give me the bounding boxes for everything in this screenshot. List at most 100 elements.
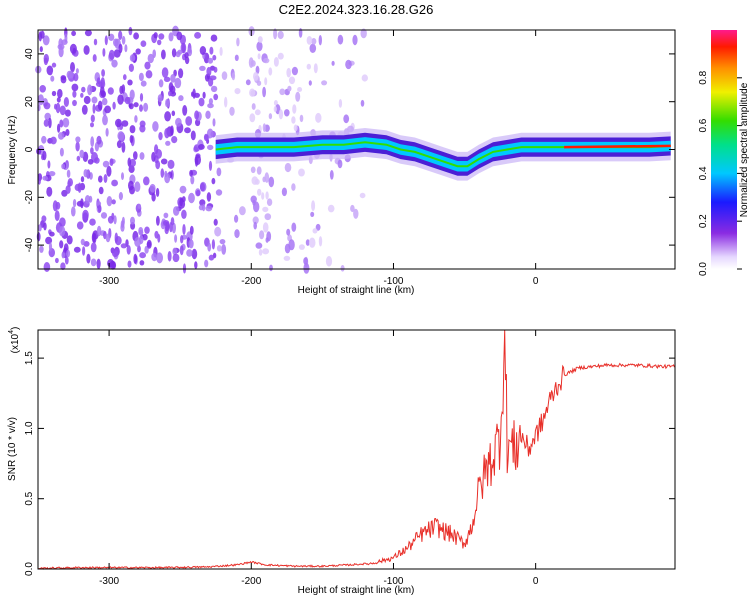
noise-speckle [143,102,149,112]
noise-speckle [49,231,55,237]
noise-speckle [188,239,194,249]
noise-speckle [48,242,53,252]
noise-speckle [205,205,213,212]
noise-speckle [83,45,90,55]
noise-speckle [133,102,139,108]
noise-speckle [200,182,205,192]
noise-speckle [284,243,291,254]
noise-speckle [96,225,102,237]
noise-speckle [299,114,304,123]
noise-speckle [181,196,186,203]
noise-speckle [104,105,111,114]
noise-speckle [160,168,165,178]
noise-speckle [65,129,70,136]
noise-speckle [269,264,273,272]
noise-speckle [121,84,126,94]
noise-speckle [73,73,79,82]
noise-speckle [111,179,118,187]
noise-speckle [140,80,147,87]
noise-speckle [84,29,92,37]
noise-speckle [327,204,335,213]
noise-speckle [139,152,145,160]
noise-speckle [117,94,124,105]
noise-speckle [292,104,297,114]
noise-speckle [102,160,110,168]
noise-speckle [66,235,73,245]
noise-speckle [114,232,119,244]
x-tick-label: -100 [383,276,403,287]
noise-speckle [286,67,292,78]
noise-speckle [133,151,138,160]
noise-speckle [117,131,125,141]
noise-speckle [277,52,284,60]
noise-speckle [329,170,334,180]
noise-speckle [57,43,65,50]
noise-speckle [253,201,260,213]
spectrogram-ridge-layer [215,128,671,181]
noise-speckle [157,233,161,243]
noise-speckle [207,144,214,151]
noise-speckle [82,246,86,256]
snr-series-layer [37,329,675,570]
noise-speckle [98,175,103,183]
noise-speckle [340,265,345,272]
noise-speckle [107,259,115,268]
noise-speckle [256,41,263,52]
noise-speckle [249,113,256,123]
noise-speckle [265,191,269,200]
noise-speckle [59,105,66,116]
noise-speckle [102,48,106,57]
noise-speckle [199,65,206,71]
noise-speckle [208,254,215,261]
snr-y-axis: 0.0 0.5 1.0 1.5 [24,351,675,576]
noise-speckle [128,165,135,174]
noise-speckle [179,185,187,194]
noise-speckle [120,220,125,228]
noise-speckle [129,125,136,134]
noise-speckle [88,195,93,203]
noise-speckle [245,79,251,86]
noise-speckle [171,48,177,58]
noise-speckle [143,176,150,186]
noise-speckle [48,69,53,76]
noise-speckle [111,212,115,220]
noise-speckle [158,132,163,141]
noise-speckle [181,209,187,219]
noise-speckle [149,183,156,193]
noise-speckle [216,167,222,177]
noise-speckle [309,43,317,53]
snr-frame-bg [38,330,675,569]
noise-speckle [57,123,61,133]
x-tick-label: -300 [99,576,119,587]
noise-speckle [164,128,170,139]
noise-speckle [39,245,44,253]
noise-speckle [291,222,297,232]
noise-speckle [255,242,263,249]
noise-speckle [76,200,84,207]
noise-speckle [102,114,108,126]
noise-speckle [46,186,53,197]
noise-speckle [250,60,256,67]
noise-speckle [168,82,174,92]
noise-speckle [298,28,303,38]
noise-speckle [111,59,118,68]
noise-speckle [76,221,84,230]
noise-speckle [129,135,134,144]
noise-speckle [208,160,213,171]
noise-speckle [182,224,186,235]
noise-speckle [312,228,318,234]
noise-speckle [82,209,89,221]
noise-speckle [353,208,359,219]
noise-speckle [261,192,265,200]
noise-speckle [51,62,57,68]
noise-speckle [229,106,235,116]
noise-speckle [80,176,85,183]
noise-speckle [286,228,291,236]
noise-speckle [128,102,132,108]
noise-speckle [135,48,141,55]
noise-speckle [97,100,103,111]
noise-speckle [50,136,57,145]
y-tick-label: 1.0 [24,421,35,435]
noise-speckle [321,80,328,86]
noise-speckle [129,158,136,167]
